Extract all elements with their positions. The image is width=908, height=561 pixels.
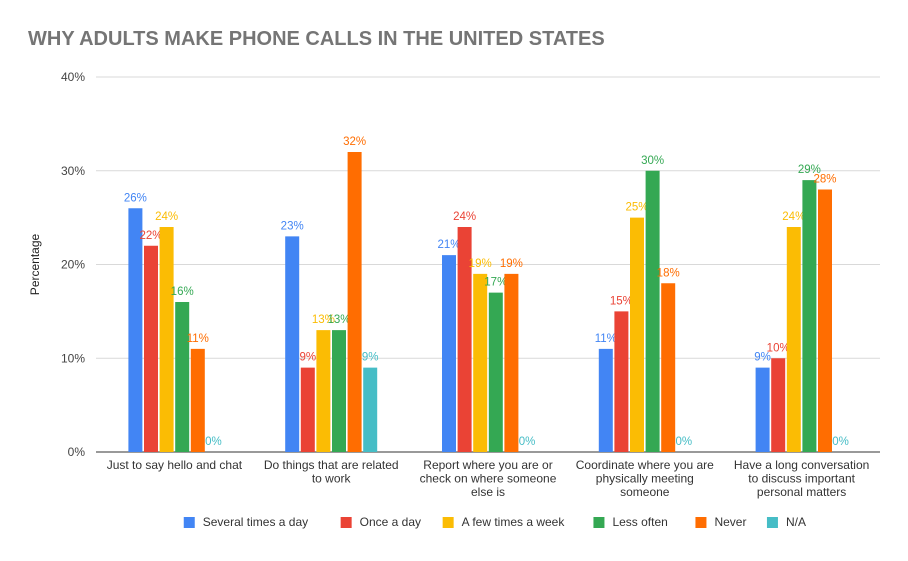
- data-label: 24%: [155, 211, 178, 223]
- data-label: 21%: [437, 239, 460, 251]
- x-tick-label: check on where someone: [420, 472, 557, 486]
- data-label: 0%: [519, 436, 536, 448]
- data-label: 23%: [281, 220, 304, 232]
- bar: [504, 273, 519, 452]
- y-tick-label: 10%: [61, 351, 85, 365]
- data-label: 0%: [832, 436, 849, 448]
- legend-swatch: [340, 517, 352, 528]
- data-label: 28%: [813, 174, 836, 186]
- bar: [786, 227, 801, 452]
- data-label: 0%: [205, 436, 222, 448]
- bar: [442, 255, 456, 452]
- data-label: 11%: [595, 333, 617, 345]
- bar: [473, 273, 488, 452]
- x-tick-label: to work: [312, 472, 352, 486]
- data-label: 11%: [187, 333, 209, 345]
- data-label: 16%: [171, 286, 194, 298]
- bar: [645, 170, 660, 452]
- bar: [488, 292, 503, 452]
- bar: [347, 152, 362, 452]
- bar: [332, 330, 346, 452]
- legend-swatch: [442, 517, 454, 528]
- y-tick-label: 20%: [61, 258, 85, 272]
- bar: [300, 367, 315, 452]
- x-tick-label: else is: [471, 485, 505, 499]
- y-axis-title: Percentage: [28, 233, 42, 295]
- y-tick-label: 40%: [61, 70, 85, 84]
- x-tick-label: Have a long conversation: [734, 458, 869, 472]
- legend-label: Several times a day: [203, 515, 308, 529]
- data-label: 24%: [782, 211, 805, 223]
- bar: [159, 227, 174, 452]
- bar: [630, 217, 644, 452]
- bar: [661, 283, 676, 452]
- legend-swatch: [593, 517, 605, 528]
- bar: [363, 367, 378, 452]
- legend-swatch: [695, 517, 707, 528]
- data-label: 24%: [453, 211, 476, 223]
- bar: [316, 330, 331, 452]
- bar: [285, 236, 300, 452]
- data-label: 0%: [675, 436, 692, 448]
- data-label: 32%: [343, 136, 366, 148]
- data-label: 9%: [754, 352, 771, 364]
- legend-label: Once a day: [360, 515, 421, 529]
- legend-label: N/A: [786, 515, 806, 529]
- bar: [128, 208, 143, 452]
- x-tick-label: physically meeting: [596, 472, 694, 486]
- bar: [818, 189, 832, 452]
- y-tick-label: 0%: [68, 445, 86, 459]
- data-label: 10%: [767, 342, 790, 354]
- x-tick-label: Coordinate where you are: [576, 458, 714, 472]
- bar: [190, 348, 205, 452]
- legend-swatch: [766, 517, 778, 528]
- x-tick-label: Report where you are or: [423, 458, 552, 472]
- data-label: 9%: [362, 352, 379, 364]
- bar: [144, 245, 158, 452]
- data-label: 15%: [610, 295, 633, 307]
- data-label: 18%: [657, 267, 680, 279]
- data-label: 17%: [484, 277, 507, 289]
- data-label: 30%: [641, 155, 664, 167]
- data-label: 19%: [469, 258, 492, 270]
- data-label: 29%: [798, 164, 821, 176]
- y-tick-label: 30%: [61, 164, 85, 178]
- bar: [771, 358, 786, 452]
- x-tick-label: to discuss important: [748, 472, 855, 486]
- legend-label: Never: [714, 515, 746, 529]
- x-tick-label: Just to say hello and chat: [107, 458, 243, 472]
- data-label: 9%: [299, 352, 316, 364]
- data-label: 13%: [327, 314, 350, 326]
- bar: [755, 367, 770, 452]
- bar: [457, 227, 472, 452]
- legend-label: Less often: [612, 515, 667, 529]
- bar: [175, 302, 190, 452]
- legend-swatch: [183, 517, 195, 528]
- data-label: 13%: [312, 314, 335, 326]
- x-tick-label: someone: [620, 485, 670, 499]
- data-label: 22%: [139, 230, 162, 242]
- bar: [802, 180, 817, 452]
- bar: [598, 348, 613, 452]
- bar: [614, 311, 629, 452]
- x-tick-label: personal matters: [757, 485, 846, 499]
- legend-label: A few times a week: [462, 515, 566, 529]
- data-label: 26%: [124, 192, 147, 204]
- data-label: 19%: [500, 258, 523, 270]
- x-tick-label: Do things that are related: [264, 458, 399, 472]
- chart-title: WHY ADULTS MAKE PHONE CALLS IN THE UNITE…: [28, 28, 605, 50]
- data-label: 25%: [625, 202, 648, 214]
